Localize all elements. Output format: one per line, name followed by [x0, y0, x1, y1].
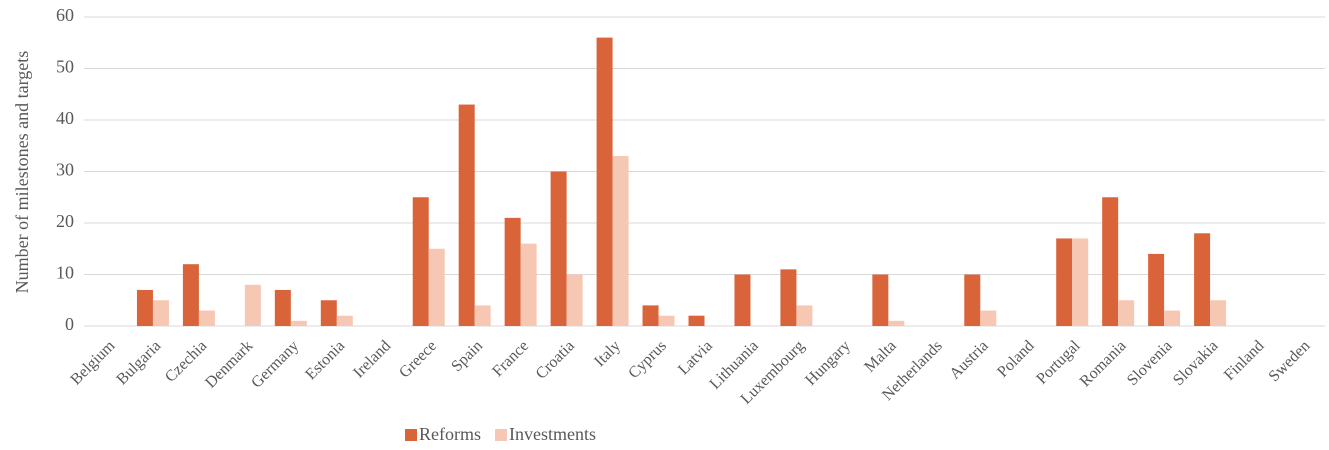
x-tick-label: Finland	[1221, 337, 1268, 384]
bar	[734, 274, 751, 326]
x-tick-label: Croatia	[533, 337, 578, 382]
x-tick-label: Cyprus	[625, 337, 670, 382]
y-tick-label: 50	[56, 57, 74, 77]
bar	[320, 300, 337, 326]
legend-swatch	[405, 429, 417, 441]
x-tick-label: Latvia	[675, 337, 716, 378]
x-tick-label: Ireland	[350, 337, 394, 381]
bar	[888, 320, 905, 326]
x-tick-label: Bulgaria	[113, 337, 164, 388]
bar	[980, 310, 997, 326]
x-tick-label: Denmark	[202, 337, 256, 391]
y-axis-title: Number of milestones and targets	[12, 51, 32, 294]
bar	[1118, 300, 1135, 326]
x-tick-label: Belgium	[67, 337, 118, 388]
bar	[412, 197, 429, 326]
x-tick-label: Slovakia	[1170, 337, 1222, 389]
x-tick-label: Hungary	[802, 337, 854, 389]
y-tick-label: 40	[56, 108, 74, 128]
bar	[474, 305, 491, 326]
legend-label: Investments	[509, 424, 596, 444]
bar	[796, 305, 813, 326]
bar	[1148, 253, 1165, 326]
bar	[504, 217, 521, 326]
bar	[642, 305, 659, 326]
bar	[550, 171, 567, 326]
x-tick-label: Greece	[396, 337, 440, 381]
bar	[780, 269, 797, 326]
legend-swatch	[495, 429, 507, 441]
bar	[612, 156, 629, 326]
bar	[1056, 238, 1073, 326]
x-tick-label: Estonia	[302, 337, 348, 383]
bar	[198, 310, 215, 326]
y-tick-label: 30	[56, 160, 74, 180]
x-tick-label: Spain	[448, 337, 486, 375]
bar	[458, 104, 475, 326]
bar	[152, 300, 169, 326]
x-tick-label: Italy	[591, 337, 624, 370]
bar	[1210, 300, 1227, 326]
bar	[872, 274, 889, 326]
bar	[688, 315, 705, 326]
x-tick-label: Germany	[248, 337, 302, 391]
bar	[596, 37, 613, 326]
x-tick-label: France	[489, 337, 532, 380]
y-tick-label: 10	[56, 263, 74, 283]
y-tick-label: 0	[65, 314, 74, 334]
bar	[1164, 310, 1181, 326]
x-tick-label: Malta	[861, 337, 899, 375]
bar	[290, 320, 307, 326]
bar	[1102, 197, 1119, 326]
bar	[1072, 238, 1089, 326]
legend-label: Reforms	[419, 424, 481, 444]
bar	[182, 264, 199, 326]
y-tick-label: 60	[56, 5, 74, 25]
bar	[336, 315, 353, 326]
bar	[136, 289, 153, 326]
bar	[520, 243, 537, 326]
x-tick-label: Romania	[1077, 337, 1130, 390]
bar	[1194, 233, 1211, 326]
x-tick-label: Slovenia	[1124, 337, 1176, 389]
x-tick-label: Portugal	[1033, 337, 1084, 388]
bar	[566, 274, 583, 326]
bar	[244, 284, 261, 326]
x-tick-label: Poland	[994, 337, 1037, 380]
bar	[428, 248, 445, 326]
x-tick-label: Sweden	[1266, 337, 1314, 385]
bar	[274, 289, 291, 326]
y-tick-label: 20	[56, 211, 74, 231]
bar	[658, 315, 675, 326]
x-tick-label: Austria	[946, 337, 991, 382]
bar	[964, 274, 981, 326]
